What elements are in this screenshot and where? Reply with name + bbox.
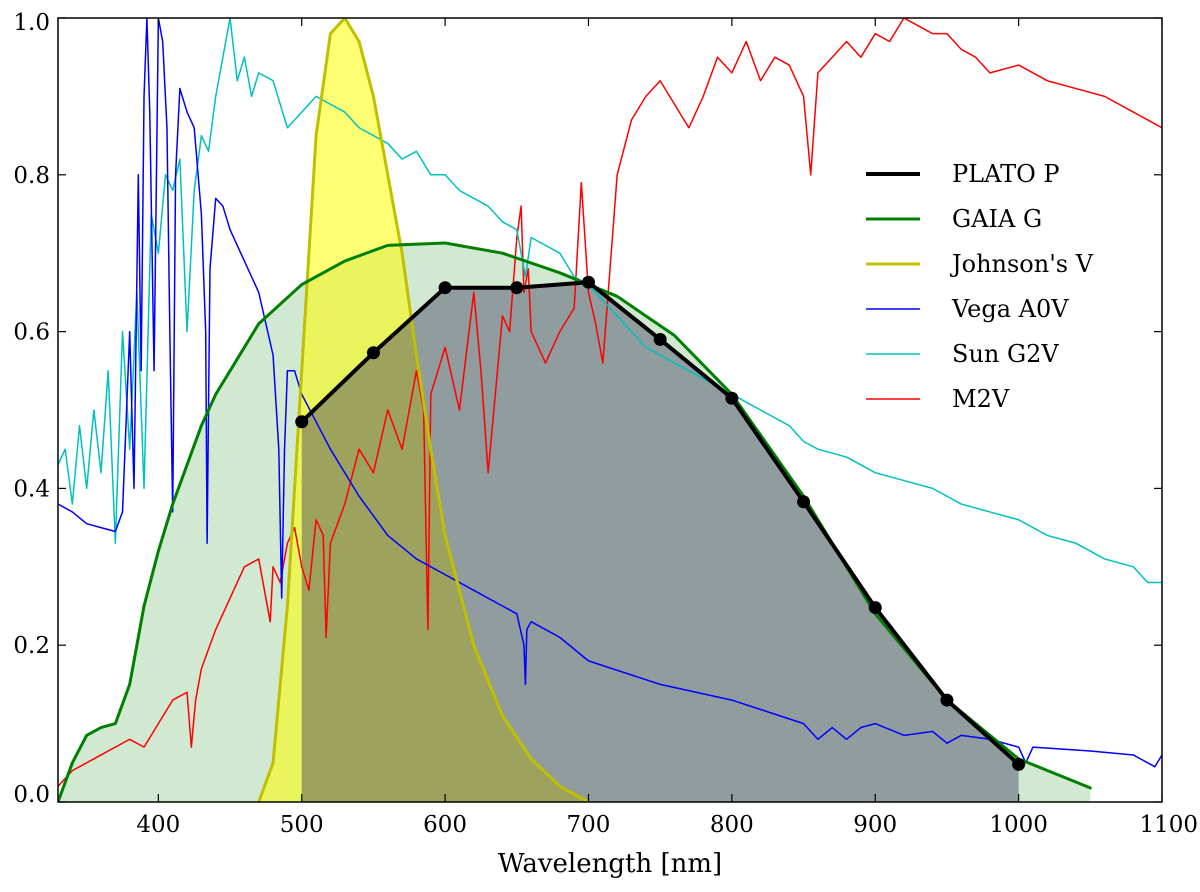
x-tick-label-700: 700 <box>567 812 611 838</box>
plato-p-point-550 <box>366 346 380 360</box>
filled-areas <box>58 18 1091 802</box>
x-tick-label-900: 900 <box>853 812 897 838</box>
x-tick-label-400: 400 <box>136 812 180 838</box>
legend: PLATO P GAIA G Johnson's V Vega A0V Sun G2V M… <box>866 160 1094 413</box>
johnson-s-v-line <box>257 18 590 802</box>
y-tick-label-2: 0.4 <box>13 476 50 502</box>
vega-a0v-line <box>58 18 1162 768</box>
plato-p-point-600 <box>438 281 452 295</box>
plato-p-point-500 <box>295 415 309 429</box>
legend-label-johnson-s-v: Johnson's V <box>949 250 1094 278</box>
y-tick-label-1: 0.2 <box>13 633 50 659</box>
plato-p-point-850 <box>797 495 811 509</box>
x-tick-label-600: 600 <box>423 812 467 838</box>
x-tick-label-500: 500 <box>280 812 324 838</box>
plot-frame <box>57 17 1163 803</box>
legend-label-vega-a0v: Vega A0V <box>951 295 1069 323</box>
x-axis-label: Wavelength [nm] <box>498 849 722 879</box>
x-tick-label-1000: 1000 <box>989 812 1048 838</box>
plato-markers <box>295 275 1026 771</box>
plato-p-point-900 <box>868 601 882 615</box>
plato-p-point-650 <box>510 281 524 295</box>
legend-label-sun-g2v: Sun G2V <box>952 340 1059 368</box>
x-tick-label-1100: 1100 <box>1139 812 1198 838</box>
plato-p-point-700 <box>581 275 595 289</box>
plato-p-fill <box>301 282 1019 802</box>
gaia-g-line <box>58 241 1092 802</box>
plato-p-point-750 <box>653 332 667 346</box>
plato-p-point-950 <box>940 693 954 707</box>
m2v-line <box>58 18 1162 788</box>
y-tick-label-3: 0.6 <box>13 320 50 346</box>
y-tick-labels: 0.0 0.2 0.4 0.6 0.8 1.0 <box>13 10 50 808</box>
plato-p-point-1000 <box>1012 757 1026 771</box>
y-tick-label-0: 0.0 <box>13 782 50 808</box>
axis-ticks <box>58 17 1163 803</box>
y-tick-label-4: 0.8 <box>13 163 50 189</box>
sun-g2v-line <box>58 18 1162 584</box>
legend-label-plato-p: PLATO P <box>952 160 1060 188</box>
legend-label-gaia-g: GAIA G <box>952 205 1042 233</box>
x-tick-labels: 400 500 600 700 800 900 1000 1100 <box>136 812 1198 838</box>
plato-p-point-800 <box>725 391 739 405</box>
y-tick-label-5: 1.0 <box>13 10 50 36</box>
legend-label-m2v: M2V <box>952 385 1010 413</box>
x-tick-label-800: 800 <box>710 812 754 838</box>
